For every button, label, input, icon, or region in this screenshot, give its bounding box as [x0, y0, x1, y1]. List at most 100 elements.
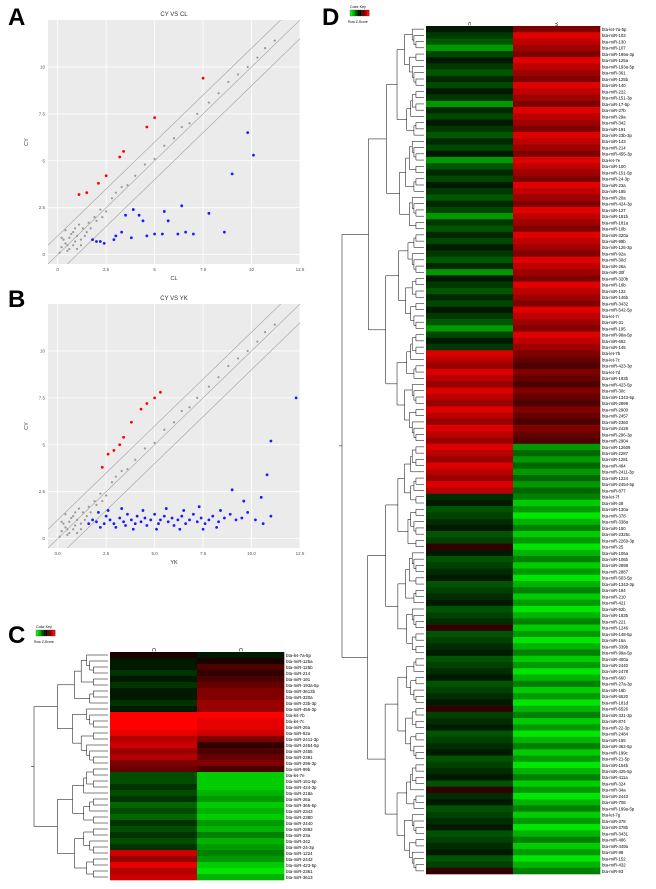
heatmap-cell	[513, 82, 601, 89]
row-label: bta-miR-331-3p	[602, 713, 632, 718]
heatmap-cell	[426, 38, 514, 46]
heatmap-cell	[426, 169, 514, 176]
blue-point	[145, 234, 149, 238]
dendrogram-branch	[411, 66, 424, 78]
heatmap-cell	[426, 493, 514, 501]
dendrogram-branch	[413, 689, 424, 700]
dendrogram-branch	[368, 138, 387, 331]
heatmap-cell	[426, 736, 514, 744]
grey-point	[87, 505, 90, 508]
row-label: bta-let-7a-5p	[602, 27, 627, 32]
dendrogram-branch	[415, 565, 424, 572]
heatmap-cell	[426, 200, 514, 208]
heatmap-cell	[513, 587, 601, 594]
heatmap-cell	[513, 300, 601, 307]
heatmap-cell	[513, 761, 601, 769]
heatmap-cell	[513, 281, 601, 289]
red-point	[201, 76, 205, 80]
blue-point	[166, 520, 170, 524]
row-label: bta-miR-155	[602, 738, 626, 743]
color-key-title: Color Key	[36, 625, 52, 629]
color-key-swatch	[40, 630, 43, 636]
heatmap-cell	[110, 676, 198, 683]
heatmap-cell	[426, 393, 514, 401]
blue-point	[188, 518, 191, 522]
heatmap-cell	[426, 849, 514, 856]
grey-point	[134, 174, 137, 177]
row-label: bta-miR-361	[602, 71, 626, 76]
heatmap-cell	[426, 474, 514, 482]
heatmap-cell	[426, 630, 514, 638]
heatmap-cell	[197, 718, 285, 725]
row-label: bta-miR-2442	[286, 857, 313, 862]
heatmap-cell	[513, 418, 601, 426]
color-key-swatch	[359, 10, 362, 16]
heatmap-cell	[513, 512, 601, 519]
dendrogram-branch	[93, 678, 108, 686]
heatmap-cell	[426, 749, 514, 756]
blue-point	[180, 514, 184, 518]
dendrogram-branch	[415, 540, 424, 547]
heatmap-cell	[197, 838, 285, 845]
row-label: bta-miR-1835	[602, 613, 629, 618]
heatmap-cell	[110, 766, 198, 773]
heatmap-cell	[426, 431, 514, 438]
grey-point	[105, 210, 108, 213]
dendrogram-branch	[406, 781, 414, 805]
heatmap-cell	[513, 718, 601, 725]
reference-line	[48, 304, 282, 530]
dendrogram-branch	[415, 396, 424, 404]
dendrogram-branch	[415, 222, 424, 229]
dendrogram-branch	[411, 711, 416, 725]
row-label: bta-miR-708	[602, 800, 626, 805]
heatmap-cell	[513, 125, 601, 133]
heatmap-cell	[513, 724, 601, 731]
heatmap-cell	[426, 711, 514, 719]
blue-point	[102, 241, 106, 245]
blue-point	[211, 514, 215, 518]
row-label: bta-miR-107	[602, 46, 626, 51]
dendrogram-branch	[72, 785, 84, 814]
row-label: bta-miR-145	[602, 345, 626, 350]
row-label: bta-miR-2391	[286, 755, 313, 760]
heatmap-cell	[426, 836, 514, 844]
blue-point	[139, 520, 143, 524]
dendrogram-branch	[413, 125, 424, 136]
heatmap-cell	[110, 844, 198, 851]
dendrogram-branch	[411, 94, 416, 108]
dendrogram-branch	[413, 203, 424, 214]
blue-point	[228, 512, 232, 516]
grey-point	[75, 234, 79, 237]
row-label: bta-miR-106a	[602, 551, 629, 556]
heatmap-cell	[426, 686, 514, 694]
blue-point	[246, 510, 250, 514]
row-label: bta-miR-660	[602, 675, 626, 680]
dendrogram-branch	[83, 831, 94, 846]
row-label: bta-miR-125b	[286, 665, 313, 670]
heatmap-cell	[110, 736, 198, 743]
heatmap-cell	[426, 855, 514, 862]
heatmap-cell	[513, 593, 601, 600]
blue-point	[159, 518, 162, 522]
heatmap-cell	[426, 125, 514, 133]
grey-point	[68, 247, 71, 251]
heatmap-cell	[513, 26, 601, 33]
heatmap-cell	[513, 132, 601, 139]
row-label: bta-miR-2454-5p	[286, 743, 320, 748]
dendrogram-branch	[415, 826, 424, 834]
row-label: bta-miR-193b	[602, 376, 629, 381]
heatmap-cell	[426, 674, 514, 682]
dendrogram-branch	[415, 496, 424, 504]
heatmap-cell	[110, 730, 198, 737]
row-label: bta-miR-423-5p	[286, 863, 317, 868]
heatmap-cell	[426, 250, 514, 258]
blue-point	[191, 232, 195, 236]
heatmap-cell	[513, 805, 601, 812]
red-point	[118, 443, 122, 447]
heatmap-cell	[426, 824, 514, 831]
color-key-swatch	[52, 630, 54, 636]
dendrogram-branch	[411, 253, 424, 265]
dendrogram-branch	[86, 861, 94, 875]
row-label: bta-miR-449a	[602, 844, 629, 849]
heatmap-cell	[426, 163, 514, 170]
